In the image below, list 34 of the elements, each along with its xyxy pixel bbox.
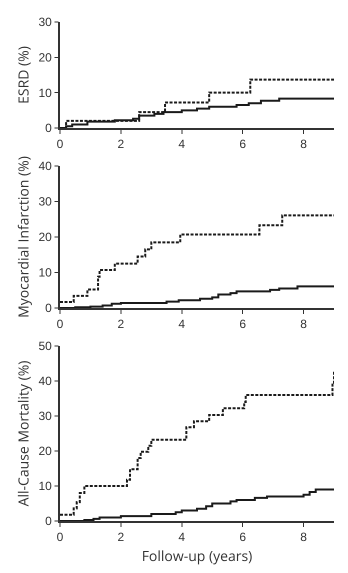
x-tick-label: 2 <box>118 137 125 152</box>
y-axis-title: All-Cause Mortality (%) <box>14 360 34 506</box>
x-tick-label: 4 <box>178 317 186 332</box>
x-tick-label: 0 <box>56 317 64 332</box>
y-tick-label: 30 <box>38 15 52 30</box>
x-tick-label: 0 <box>56 137 64 152</box>
y-tick-label: 20 <box>38 230 52 244</box>
y-axis-title: Myocardial Infarction (%) <box>14 156 34 318</box>
y-tick-label: 40 <box>38 374 52 388</box>
y-tick-label: 20 <box>38 444 52 458</box>
x-tick-label: 4 <box>178 530 186 544</box>
y-tick-label: 50 <box>38 339 52 354</box>
y-tick-label: 0 <box>45 121 52 136</box>
y-tick-label: 20 <box>38 50 52 65</box>
y-tick-label: 40 <box>38 159 52 174</box>
x-tick-label: 6 <box>239 137 246 152</box>
y-tick-label: 0 <box>45 301 52 316</box>
x-axis-title: Follow-up (years) <box>142 546 252 566</box>
y-tick-label: 0 <box>45 514 52 528</box>
y-tick-label: 10 <box>38 266 52 280</box>
x-tick-label: 2 <box>118 530 125 544</box>
x-tick-label: 4 <box>178 137 186 152</box>
x-tick-label: 8 <box>300 530 308 544</box>
y-tick-label: 30 <box>38 409 52 424</box>
y-tick-label: 10 <box>38 479 52 494</box>
x-tick-label: 6 <box>239 530 246 544</box>
x-tick-label: 2 <box>118 317 125 332</box>
x-tick-label: 8 <box>300 317 308 332</box>
x-tick-label: 0 <box>56 530 64 544</box>
y-axis-title: ESRD (%) <box>14 46 34 104</box>
y-tick-label: 10 <box>38 86 52 100</box>
x-tick-label: 8 <box>300 137 308 152</box>
y-tick-label: 30 <box>38 194 52 209</box>
x-tick-label: 6 <box>239 317 246 332</box>
